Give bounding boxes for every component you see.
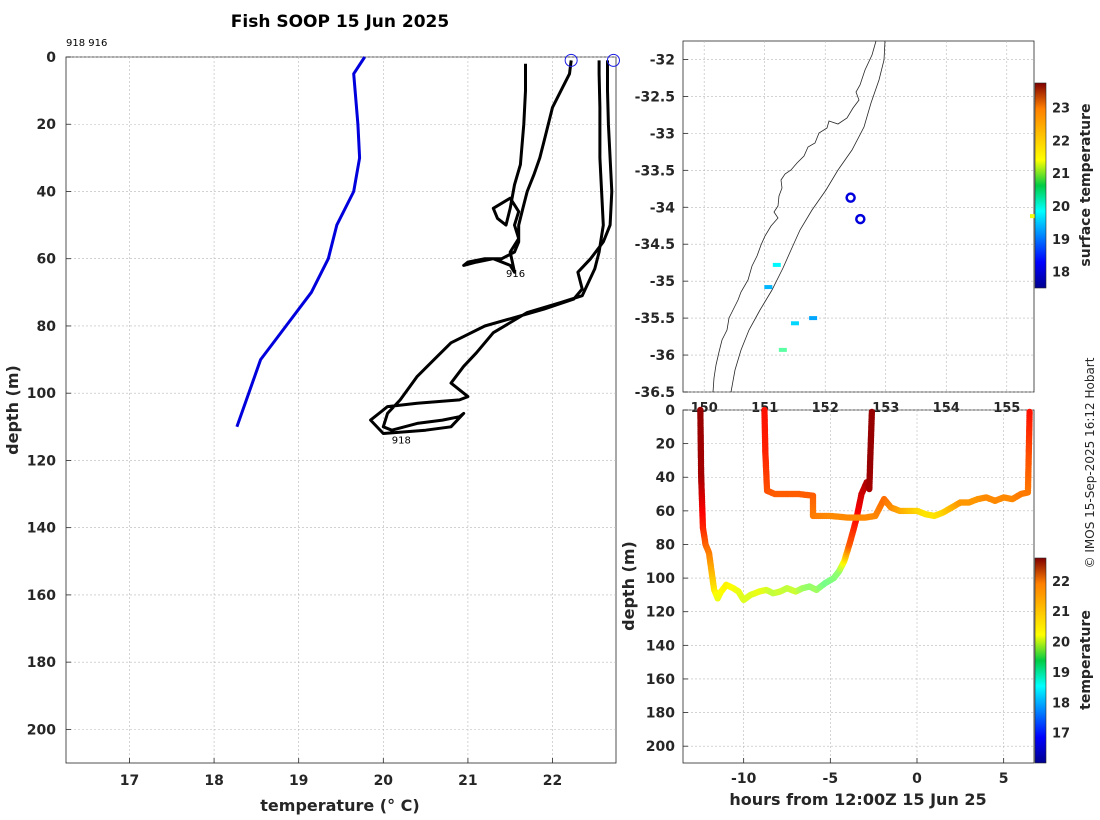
map-lon-tick: 150 (691, 401, 718, 416)
depth-time-x-label: hours from 12:00Z 15 Jun 25 (729, 790, 986, 809)
dt-y-tick: 60 (656, 504, 676, 520)
dt-point-918 (868, 408, 876, 416)
surface-temperature-colorbar (1034, 82, 1047, 289)
depth-time-plot-area (682, 409, 1035, 764)
surface-colorbar-tick: 20 (1052, 200, 1070, 215)
profile-y-tick: 20 (37, 117, 57, 133)
dt-y-tick: 120 (646, 605, 675, 621)
profile-x-tick: 20 (374, 773, 394, 789)
profile-y-tick: 180 (27, 655, 56, 671)
temperature-colorbar-tick: 21 (1052, 605, 1070, 620)
sst-patch (778, 347, 787, 352)
temperature-colorbar-tick: 18 (1052, 696, 1070, 711)
temperature-colorbar-tick: 19 (1052, 666, 1070, 681)
dt-y-tick: 180 (646, 706, 675, 722)
profile-y-tick: 120 (27, 453, 56, 469)
figure-title: Fish SOOP 15 Jun 2025 (231, 12, 449, 32)
profile-start-marker (564, 53, 578, 67)
sst-patch (764, 285, 773, 290)
map-lon-tick: 153 (872, 401, 899, 416)
dt-y-tick: 160 (646, 672, 675, 688)
dt-y-tick: 0 (665, 403, 675, 419)
depth-time-y-label: depth (m) (619, 541, 638, 631)
profile-y-tick: 160 (27, 588, 56, 604)
temperature-colorbar-tick: 17 (1052, 727, 1070, 742)
profile-y-tick: 100 (27, 386, 56, 402)
temperature-colorbar-label: temperature (1078, 610, 1094, 710)
sst-patch (809, 316, 818, 321)
dt-y-tick: 80 (656, 537, 676, 553)
map-panel: 150151152153154155-32-32.5-33-33.5-34-34… (635, 40, 1094, 416)
profile-start-marker (606, 53, 620, 67)
sst-patch (790, 321, 799, 326)
map-profile-location (855, 213, 866, 225)
map-lat-tick: -32 (650, 52, 675, 68)
dt-y-tick: 200 (646, 739, 675, 755)
profile-y-tick: 40 (37, 184, 57, 200)
profile-line-916 (462, 60, 573, 274)
profile-x-label: temperature (° C) (260, 796, 419, 815)
surface-colorbar-tick: 18 (1052, 266, 1070, 281)
dt-y-tick: 20 (656, 437, 676, 453)
map-lat-tick: -33 (650, 126, 675, 142)
dt-y-tick: 40 (656, 470, 676, 486)
imos-credit: © IMOS 15-Sep-2025 16:12 Hobart (1083, 357, 1097, 568)
map-lon-tick: 152 (812, 401, 839, 416)
profile-label-916: 916 (506, 269, 525, 280)
map-lat-tick: -32.5 (635, 89, 675, 105)
profile-id-list: 918 916 (66, 38, 107, 49)
map-lon-tick: 154 (933, 401, 960, 416)
map-lat-tick: -36 (650, 348, 675, 364)
map-lon-tick: 155 (993, 401, 1020, 416)
surface-temperature-label: surface temperature (1078, 103, 1094, 266)
profile-panel: 916 918 17 18 19 20 21 22 0 20 40 60 80 100 120 140 160… (3, 12, 620, 815)
profile-y-tick: 80 (37, 319, 57, 335)
dt-x-tick: -10 (731, 771, 757, 787)
temperature-colorbar-tick: 20 (1052, 636, 1070, 651)
map-lat-tick: -34.5 (635, 237, 675, 253)
dt-y-tick: 100 (646, 571, 675, 587)
sst-patch (1030, 214, 1038, 219)
dt-x-tick: -5 (823, 771, 839, 787)
temperature-colorbar-tick: 22 (1052, 575, 1070, 590)
profile-plot-area (65, 56, 617, 764)
profile-x-tick: 18 (204, 773, 223, 789)
profile-y-tick: 200 (27, 722, 56, 738)
map-lat-tick: -35 (650, 274, 675, 290)
profile-line-918 (369, 60, 614, 435)
surface-colorbar-tick: 21 (1052, 167, 1070, 182)
temperature-colorbar (1034, 557, 1047, 764)
depth-time-panel: -10 -5 0 5 0 20 40 60 80 100 120 140 160 180 200 hours… (619, 403, 1094, 809)
map-lat-tick: -35.5 (635, 311, 675, 327)
profile-y-tick: 140 (27, 521, 56, 537)
profile-y-label: depth (m) (3, 365, 22, 455)
dt-x-tick: 5 (999, 771, 1009, 787)
profile-x-tick: 17 (120, 773, 139, 789)
profile-y-tick: 60 (37, 252, 57, 268)
surface-colorbar-tick: 22 (1052, 134, 1070, 149)
map-lat-tick: -34 (650, 200, 676, 216)
map-lat-tick: -36.5 (635, 385, 675, 401)
profile-line-climatology (235, 56, 366, 428)
dt-x-tick: 0 (912, 771, 922, 787)
profile-x-tick: 21 (458, 773, 477, 789)
surface-colorbar-tick: 19 (1052, 233, 1070, 248)
profile-label-918: 918 (392, 436, 411, 447)
surface-colorbar-tick: 23 (1052, 102, 1070, 117)
dt-y-tick: 140 (646, 638, 675, 654)
profile-y-tick: 0 (46, 50, 56, 66)
dt-point-916 (1026, 408, 1033, 416)
map-profile-location (845, 192, 856, 203)
coastline (712, 40, 886, 393)
profile-x-tick: 22 (543, 773, 562, 789)
sst-patch (772, 262, 781, 267)
map-lat-tick: -33.5 (635, 163, 675, 179)
profile-x-tick: 19 (289, 773, 308, 789)
